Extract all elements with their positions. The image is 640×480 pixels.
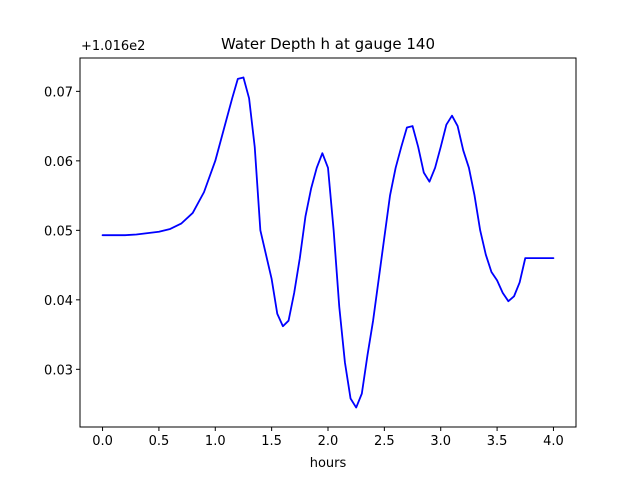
x-tick-label: 2.5 [374, 434, 395, 449]
chart-title: Water Depth h at gauge 140 [221, 35, 435, 53]
x-tick-label: 0.0 [92, 434, 113, 449]
x-tick-label: 0.5 [149, 434, 170, 449]
y-tick-label: 0.06 [44, 155, 73, 170]
x-tick-label: 3.5 [487, 434, 508, 449]
x-tick-label: 4.0 [543, 434, 564, 449]
y-tick-label: 0.03 [44, 363, 73, 378]
series-line [101, 76, 555, 409]
x-tick-label: 2.0 [318, 434, 339, 449]
series-layer [101, 76, 555, 409]
y-tick-label: 0.05 [44, 224, 73, 239]
x-axis-label: hours [310, 456, 347, 471]
y-axis-offset-label: +1.016e2 [81, 39, 145, 54]
axes-layer: 0.0 0.5 1.0 1.5 2.0 2.5 3.0 3.5 4.0 0.03 0.04 0.05 0… [44, 57, 577, 449]
x-tick-label: 3.0 [430, 434, 451, 449]
y-tick-label: 0.07 [44, 85, 73, 100]
x-tick-label: 1.5 [261, 434, 282, 449]
y-tick-label: 0.04 [44, 294, 73, 309]
plot-frame [79, 57, 577, 428]
x-tick-label: 1.0 [205, 434, 226, 449]
